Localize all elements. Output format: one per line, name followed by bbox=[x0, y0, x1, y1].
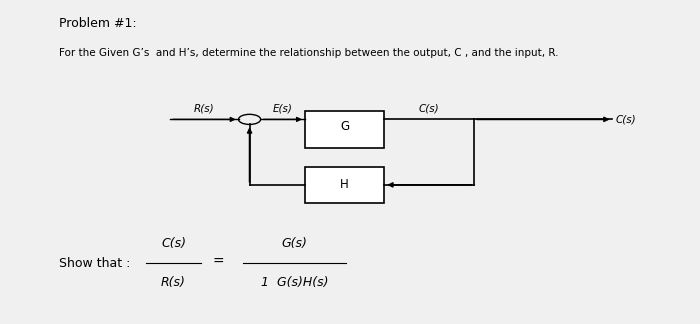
Text: C(s): C(s) bbox=[616, 114, 636, 124]
Bar bbox=[305, 111, 384, 148]
Text: G: G bbox=[340, 120, 349, 133]
Text: E(s): E(s) bbox=[273, 104, 293, 114]
Text: 1  G(s)H(s): 1 G(s)H(s) bbox=[260, 276, 328, 289]
Text: C(s): C(s) bbox=[161, 237, 186, 250]
Text: C(s): C(s) bbox=[419, 104, 440, 114]
Text: G(s): G(s) bbox=[281, 237, 307, 250]
Bar bbox=[305, 167, 384, 203]
Text: R(s): R(s) bbox=[161, 276, 186, 289]
Text: =: = bbox=[213, 254, 224, 269]
Text: For the Given G’s  and H’s, determine the relationship between the output, C , a: For the Given G’s and H’s, determine the… bbox=[60, 48, 559, 58]
Text: R(s): R(s) bbox=[194, 104, 215, 114]
Text: Show that :: Show that : bbox=[60, 257, 131, 270]
Text: Problem #1:: Problem #1: bbox=[60, 17, 137, 30]
Text: H: H bbox=[340, 179, 349, 191]
